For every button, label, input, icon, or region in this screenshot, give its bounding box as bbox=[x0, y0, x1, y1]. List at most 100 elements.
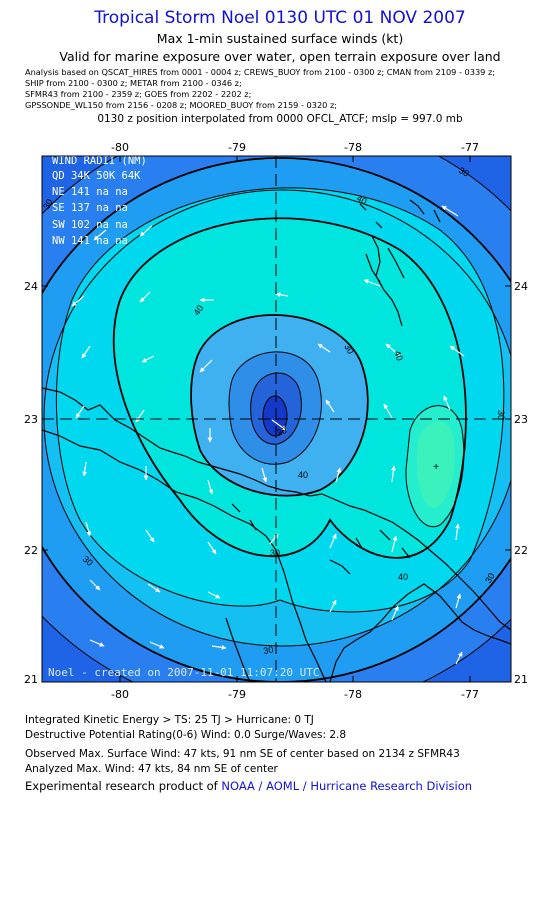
analyzed-wind-line: Analyzed Max. Wind: 47 kts, 84 nm SE of … bbox=[25, 763, 278, 775]
wind-arrow bbox=[391, 535, 398, 553]
bottom-tick-label: -78 bbox=[344, 688, 362, 701]
contour-line bbox=[405, 405, 465, 528]
wind-arrow bbox=[329, 533, 337, 549]
source-line: GPSSONDE_WL150 from 2156 - 0208 z; MOORE… bbox=[25, 100, 338, 110]
wind-arrow bbox=[89, 579, 101, 591]
ike-line: Integrated Kinetic Energy > TS: 25 TJ > … bbox=[25, 714, 314, 726]
top-tick-label: -79 bbox=[228, 141, 246, 154]
axis-tick-labels: -80 -79 -78 -77 -80 -79 -78 -77 bbox=[111, 141, 479, 701]
wind-arrow bbox=[449, 345, 465, 357]
wind-arrow bbox=[141, 355, 155, 363]
wind-radii-row: NE 141 na na bbox=[52, 186, 128, 198]
cuba-east-coast bbox=[329, 583, 511, 682]
wind-arrow bbox=[455, 593, 462, 609]
wind-arrow bbox=[269, 533, 279, 545]
wind-arrow bbox=[71, 295, 85, 307]
wind-radii-table: WIND RADII (NM) QD 34K 50K 64K NE 141 na… bbox=[52, 155, 147, 247]
lat-tick-labels: 24 23 22 21 24 23 22 21 bbox=[24, 280, 528, 686]
right-tick-label: 23 bbox=[514, 413, 528, 426]
credit-line: Experimental research product of NOAA / … bbox=[25, 779, 472, 793]
wind-arrow bbox=[75, 405, 85, 419]
wind-arrow bbox=[207, 591, 221, 599]
wind-arrow bbox=[199, 359, 213, 373]
wind-arrow bbox=[211, 645, 227, 650]
wind-radii-row: SW 102 na na bbox=[52, 219, 128, 231]
wind-arrow bbox=[261, 467, 268, 483]
wind-arrow bbox=[335, 467, 342, 483]
contour-label: 30 bbox=[483, 571, 497, 585]
interpolation-note: 0130 z position interpolated from 0000 O… bbox=[97, 113, 463, 125]
wind-radii-title: WIND RADII (NM) bbox=[52, 155, 147, 167]
contour-line bbox=[43, 189, 511, 647]
wind-arrow bbox=[385, 343, 401, 357]
contour-line bbox=[262, 395, 288, 437]
hrd-link[interactable]: NOAA / AOML / Hurricane Research Divisio… bbox=[221, 779, 473, 793]
wind-arrow bbox=[139, 291, 151, 303]
creation-watermark: Noel - created on 2007-11-01 11:07:20 UT… bbox=[48, 666, 320, 679]
wind-arrow bbox=[383, 403, 393, 419]
wind-arrow bbox=[441, 205, 459, 217]
wind-arrow bbox=[149, 641, 165, 649]
wind-field-map: 30 40 40 40 30 30 30 30 30 20 30 40 40 3… bbox=[24, 141, 528, 701]
contour-label: 40 bbox=[191, 303, 205, 317]
axis-ticks bbox=[42, 156, 511, 682]
wind-arrow bbox=[147, 583, 161, 593]
contour-line bbox=[228, 351, 322, 465]
wind-arrow bbox=[275, 292, 289, 298]
contour-label: 30 bbox=[457, 165, 471, 179]
contour-labels: 30 40 40 40 30 30 30 30 30 20 30 40 40 3… bbox=[41, 165, 506, 656]
contour-label: 40 bbox=[298, 470, 308, 480]
top-tick-label: -77 bbox=[461, 141, 479, 154]
right-tick-label: 22 bbox=[514, 544, 528, 557]
wind-arrow bbox=[139, 225, 153, 237]
wind-arrow bbox=[455, 523, 460, 541]
left-tick-label: 23 bbox=[24, 413, 38, 426]
left-tick-label: 24 bbox=[24, 280, 38, 293]
dpr-line: Destructive Potential Rating(0-6) Wind: … bbox=[25, 729, 347, 741]
cuba-south-coast bbox=[42, 429, 327, 682]
wind-arrow bbox=[271, 419, 287, 431]
wind-arrow bbox=[85, 521, 92, 537]
wind-radii-row: SE 137 na na bbox=[52, 202, 128, 214]
right-tick-label: 24 bbox=[514, 280, 528, 293]
contour-label: 30 bbox=[342, 342, 356, 356]
wind-band-max bbox=[416, 421, 456, 509]
credit-prefix: Experimental research product of bbox=[25, 779, 222, 793]
left-tick-label: 22 bbox=[24, 544, 38, 557]
bottom-tick-label: -80 bbox=[111, 688, 129, 701]
left-tick-label: 21 bbox=[24, 673, 38, 686]
wind-arrow bbox=[363, 279, 381, 287]
contour-label: 40 bbox=[392, 349, 405, 362]
wind-arrow bbox=[391, 465, 396, 483]
bottom-tick-label: -77 bbox=[461, 688, 479, 701]
validity-note: Valid for marine exposure over water, op… bbox=[59, 49, 501, 64]
cuba-south-inlet bbox=[225, 617, 251, 682]
wind-arrow bbox=[81, 345, 91, 359]
contour-label: 30 bbox=[41, 197, 55, 211]
cays bbox=[231, 503, 411, 575]
bahamas-islets bbox=[359, 199, 441, 223]
wind-arrow bbox=[455, 651, 463, 665]
bottom-tick-label: -79 bbox=[228, 688, 246, 701]
wind-arrow bbox=[145, 529, 155, 543]
wind-arrow bbox=[82, 461, 87, 477]
contour-line bbox=[42, 157, 511, 682]
andros-island bbox=[365, 221, 405, 327]
observed-wind-line: Observed Max. Surface Wind: 47 kts, 91 n… bbox=[25, 748, 460, 760]
map-title: Tropical Storm Noel 0130 UTC 01 NOV 2007 bbox=[94, 8, 466, 28]
right-tick-label: 21 bbox=[514, 673, 528, 686]
source-line: SHIP from 2100 - 0300 z; METAR from 2100… bbox=[25, 78, 242, 88]
wind-arrow bbox=[391, 605, 399, 621]
contour-label: 30 bbox=[496, 410, 506, 420]
wind-arrow bbox=[135, 409, 145, 423]
top-tick-label: -78 bbox=[344, 141, 362, 154]
wind-radii-header: QD 34K 50K 64K bbox=[52, 170, 141, 182]
contour-line bbox=[55, 187, 505, 613]
map-subtitle: Max 1-min sustained surface winds (kt) bbox=[156, 31, 404, 46]
wind-arrow bbox=[207, 541, 217, 555]
wind-arrow bbox=[89, 639, 105, 647]
wind-vectors bbox=[71, 205, 465, 665]
source-line: Analysis based on QSCAT_HIRES from 0001 … bbox=[25, 67, 496, 77]
contour-label: 30 bbox=[81, 554, 95, 568]
top-tick-label: -80 bbox=[111, 141, 129, 154]
